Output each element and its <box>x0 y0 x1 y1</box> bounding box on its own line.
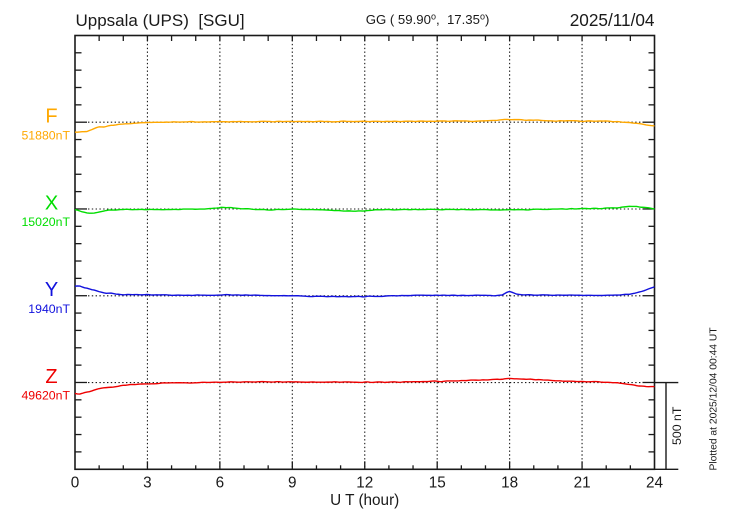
svg-text:12: 12 <box>356 474 373 491</box>
svg-text:2025/11/04: 2025/11/04 <box>570 10 655 30</box>
svg-text:1940nT: 1940nT <box>28 302 70 316</box>
svg-text:Z: Z <box>45 366 57 388</box>
svg-text:500 nT: 500 nT <box>670 406 684 445</box>
svg-text:15: 15 <box>429 474 446 491</box>
svg-text:15020nT: 15020nT <box>21 215 70 229</box>
svg-text:9: 9 <box>288 474 297 491</box>
svg-text:Y: Y <box>45 279 58 301</box>
svg-text:GG ( 59.90o, 17.35o): GG ( 59.90o, 17.35o) <box>366 11 490 27</box>
svg-text:3: 3 <box>143 474 152 491</box>
svg-text:X: X <box>45 192 58 214</box>
svg-text:49620nT: 49620nT <box>21 389 70 403</box>
svg-text:Uppsala (UPS) [SGU]: Uppsala (UPS) [SGU] <box>76 11 245 30</box>
svg-text:51880nT: 51880nT <box>21 128 70 142</box>
svg-text:0: 0 <box>71 474 80 491</box>
svg-text:F: F <box>45 106 57 128</box>
svg-text:24: 24 <box>646 474 664 491</box>
svg-text:21: 21 <box>574 474 591 491</box>
svg-text:U T (hour): U T (hour) <box>330 492 399 509</box>
svg-text:18: 18 <box>501 474 518 491</box>
svg-text:Plotted at 2025/12/04 00:44 UT: Plotted at 2025/12/04 00:44 UT <box>709 327 720 471</box>
svg-text:6: 6 <box>216 474 225 491</box>
